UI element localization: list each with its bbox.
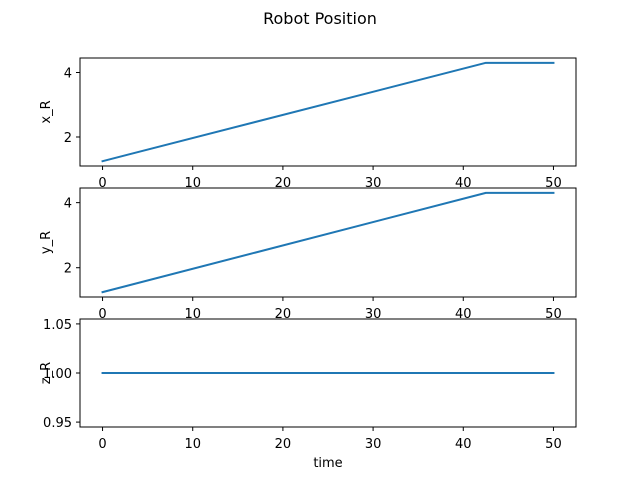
x-tick-label: 10 xyxy=(184,437,201,452)
x-tick-label: 20 xyxy=(275,307,292,322)
x-tick-label: 50 xyxy=(545,437,562,452)
x-tick-label: 0 xyxy=(98,437,106,452)
y-tick-label: 4 xyxy=(64,197,72,212)
x-tick-label: 40 xyxy=(455,176,472,191)
x-tick-label: 30 xyxy=(365,307,382,322)
x-tick-label: 10 xyxy=(184,307,201,322)
x-tick-label: 10 xyxy=(184,176,201,191)
x-tick-label: 0 xyxy=(98,307,106,322)
subplot-1: 0 10 20 30 40 50 2 4 x_R xyxy=(39,57,577,191)
y-tick-label: 1.05 xyxy=(43,318,72,333)
y-axis-label: y_R xyxy=(39,231,54,254)
y-axis-label: x_R xyxy=(39,100,54,123)
x-tick-label: 40 xyxy=(455,307,472,322)
axes-frame xyxy=(79,57,577,167)
x-tick-label: 40 xyxy=(455,437,472,452)
x-tick-label: 30 xyxy=(365,176,382,191)
y-tick-label: 4 xyxy=(64,67,72,82)
y-tick-label: 2 xyxy=(64,262,72,277)
x-tick-label: 30 xyxy=(365,437,382,452)
y-axis-label: z_R xyxy=(39,362,54,384)
y-tick-label: 0.95 xyxy=(43,416,72,431)
y-tick-label: 1.00 xyxy=(43,367,72,382)
subplot-2: 0 10 20 30 40 50 2 4 y_R xyxy=(39,187,577,322)
figure-title: Robot Position xyxy=(263,9,377,28)
x-tick-label: 50 xyxy=(545,176,562,191)
x-tick-label: 50 xyxy=(545,307,562,322)
series-line-1 xyxy=(101,191,555,294)
y-tick-label: 2 xyxy=(64,131,72,146)
axes-frame xyxy=(79,187,577,298)
x-axis-label: time xyxy=(313,456,342,471)
x-tick-label: 20 xyxy=(275,437,292,452)
x-tick-label: 20 xyxy=(275,176,292,191)
x-tick-label: 0 xyxy=(98,176,106,191)
series-line-1 xyxy=(101,61,555,163)
